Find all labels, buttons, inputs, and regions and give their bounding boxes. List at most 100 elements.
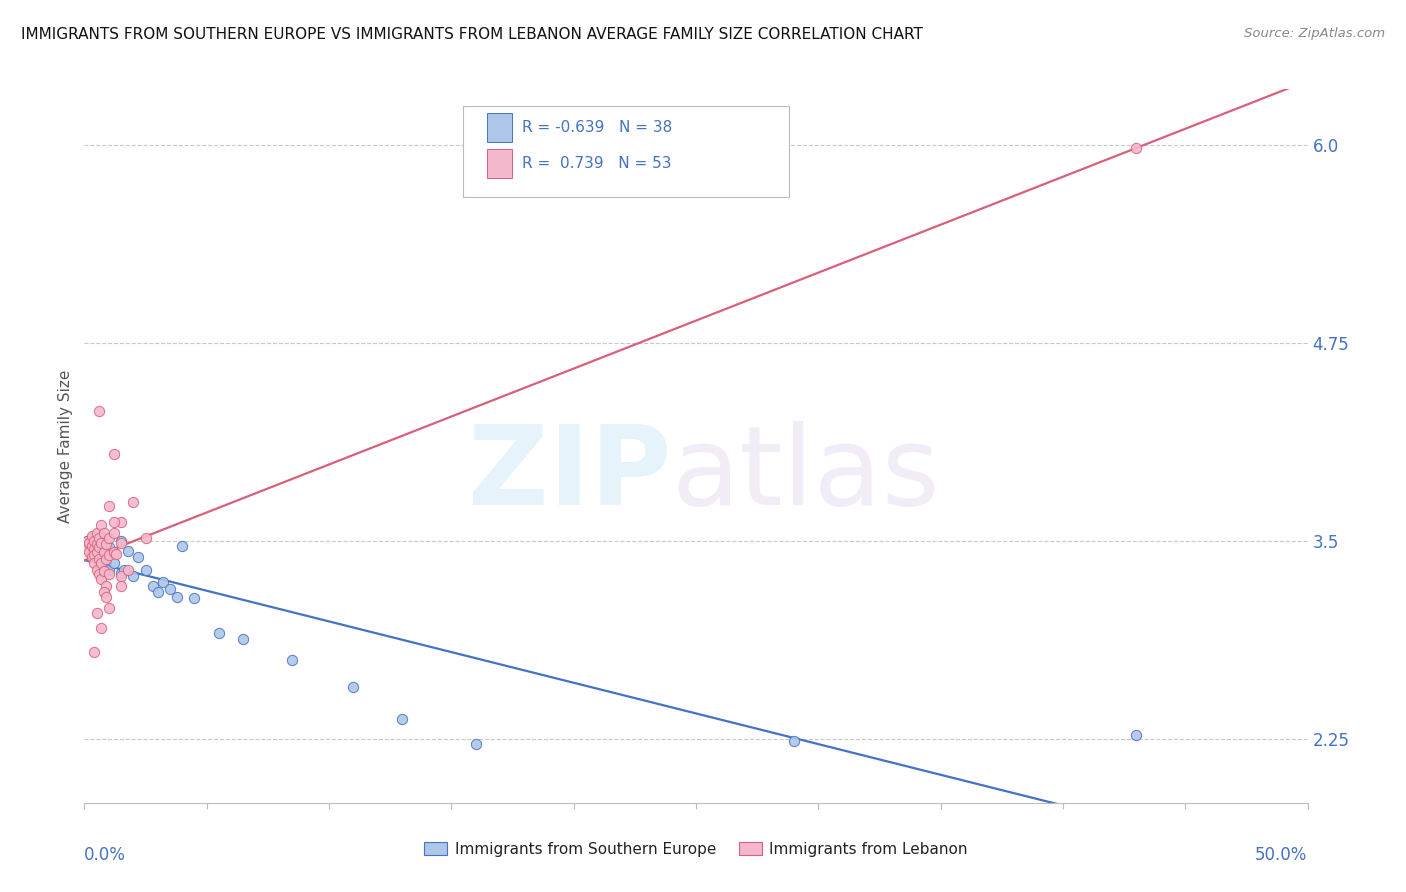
Point — [80, 549, 103, 564]
Point — [86, 537, 108, 551]
Point — [86, 539, 108, 553]
Text: 0.0%: 0.0% — [84, 846, 127, 863]
Point — [87, 541, 110, 555]
Point — [90, 535, 112, 549]
Point — [146, 585, 169, 599]
Point — [172, 539, 194, 553]
Text: 50.0%: 50.0% — [1256, 846, 1308, 863]
Point — [96, 578, 118, 592]
Point — [87, 404, 110, 418]
Point — [208, 626, 231, 640]
Point — [110, 578, 132, 592]
Point — [87, 567, 110, 582]
Y-axis label: Average Family Size: Average Family Size — [58, 369, 73, 523]
Point — [110, 566, 132, 580]
Point — [83, 557, 105, 571]
Point — [152, 575, 174, 590]
Point — [1125, 141, 1147, 155]
Point — [86, 549, 108, 564]
Text: R =  0.739   N = 53: R = 0.739 N = 53 — [522, 156, 671, 171]
Point — [97, 563, 120, 577]
Point — [87, 551, 110, 566]
Point — [96, 590, 118, 604]
Point — [105, 547, 128, 561]
Point — [86, 563, 108, 577]
Point — [90, 557, 112, 571]
Point — [97, 600, 120, 615]
Text: ZIP: ZIP — [468, 421, 672, 528]
Legend: Immigrants from Southern Europe, Immigrants from Lebanon: Immigrants from Southern Europe, Immigra… — [418, 836, 974, 863]
Point — [97, 541, 120, 555]
Point — [90, 529, 112, 543]
Point — [110, 534, 132, 549]
Point — [90, 572, 112, 586]
Point — [83, 543, 105, 558]
Point — [90, 518, 112, 533]
Point — [87, 531, 110, 545]
Text: R = -0.639   N = 38: R = -0.639 N = 38 — [522, 120, 672, 135]
Point — [110, 569, 132, 583]
Point — [93, 564, 115, 578]
Point — [83, 534, 105, 549]
Text: atlas: atlas — [672, 421, 941, 528]
Point — [83, 534, 105, 549]
Point — [103, 545, 125, 559]
Point — [76, 534, 98, 549]
Point — [87, 545, 110, 559]
Point — [142, 578, 165, 592]
Point — [342, 680, 364, 694]
Point — [281, 653, 304, 667]
Point — [76, 542, 98, 557]
Point — [97, 549, 120, 563]
Point — [103, 557, 125, 571]
Point — [122, 494, 145, 508]
Point — [117, 563, 139, 577]
Point — [159, 582, 181, 596]
Point — [96, 551, 118, 566]
Point — [127, 549, 149, 564]
Point — [464, 737, 486, 751]
Point — [80, 531, 103, 545]
Point — [83, 549, 105, 563]
Point — [77, 545, 100, 559]
Point — [112, 563, 135, 577]
Text: IMMIGRANTS FROM SOUTHERN EUROPE VS IMMIGRANTS FROM LEBANON AVERAGE FAMILY SIZE C: IMMIGRANTS FROM SOUTHERN EUROPE VS IMMIG… — [21, 27, 922, 42]
Point — [110, 535, 132, 549]
Point — [391, 712, 413, 726]
Point — [93, 549, 115, 563]
Point — [86, 545, 108, 559]
Point — [1125, 728, 1147, 742]
Point — [96, 557, 118, 571]
Point — [183, 591, 205, 606]
Point — [103, 447, 125, 461]
Point — [87, 535, 110, 549]
Point — [97, 500, 120, 514]
Point — [77, 535, 100, 549]
Point — [117, 543, 139, 558]
Point — [783, 734, 806, 748]
Text: Source: ZipAtlas.com: Source: ZipAtlas.com — [1244, 27, 1385, 40]
Point — [93, 545, 115, 559]
Point — [83, 645, 105, 659]
Point — [93, 526, 115, 541]
Point — [83, 542, 105, 557]
Point — [96, 537, 118, 551]
Point — [90, 621, 112, 635]
Point — [76, 534, 98, 549]
Point — [86, 526, 108, 541]
Point — [80, 529, 103, 543]
Point — [80, 539, 103, 553]
Point — [135, 563, 157, 577]
Point — [93, 585, 115, 599]
Point — [135, 531, 157, 545]
Point — [110, 515, 132, 529]
Point — [232, 632, 254, 647]
Point — [97, 531, 120, 545]
Point — [103, 526, 125, 541]
Point — [97, 567, 120, 582]
Point — [77, 537, 100, 551]
Point — [86, 606, 108, 620]
Point — [80, 545, 103, 559]
Point — [122, 569, 145, 583]
Point — [166, 590, 188, 604]
